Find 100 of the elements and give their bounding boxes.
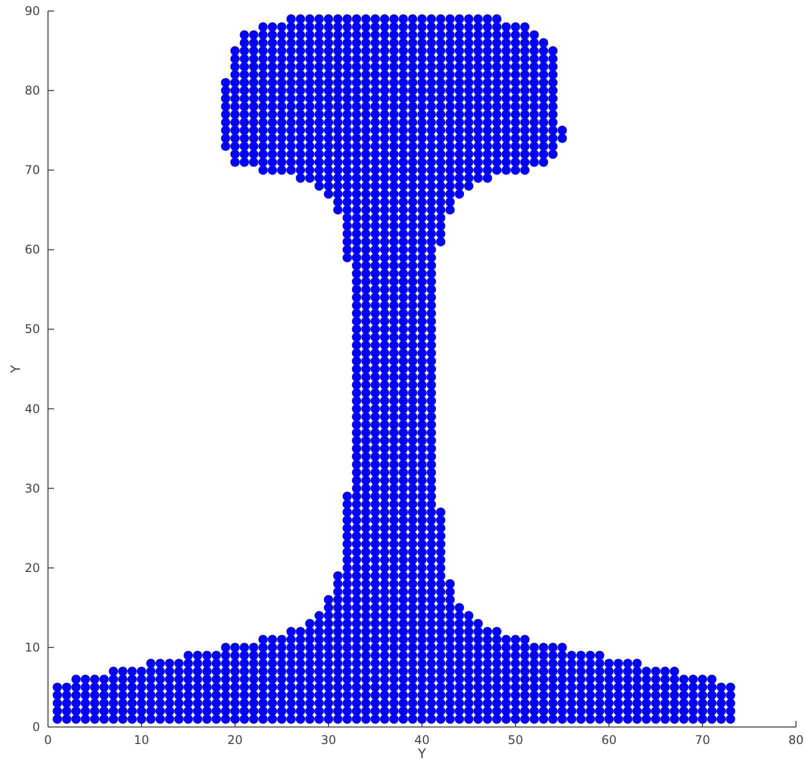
point [445, 666, 455, 676]
point [604, 714, 614, 724]
point [436, 229, 446, 238]
point [482, 674, 492, 684]
point [436, 706, 446, 716]
point [436, 22, 446, 32]
point [530, 78, 539, 88]
point [482, 698, 492, 708]
point [333, 78, 342, 88]
point [716, 682, 726, 692]
point [108, 682, 118, 692]
point [305, 126, 314, 135]
point [333, 610, 342, 620]
point [314, 666, 324, 676]
point [296, 22, 306, 32]
point [502, 158, 511, 167]
point [604, 666, 614, 676]
point [464, 181, 474, 191]
point [492, 62, 502, 72]
point [342, 563, 352, 573]
point [342, 205, 352, 215]
point [473, 142, 483, 151]
point [286, 22, 296, 32]
point [454, 110, 464, 120]
point [445, 610, 455, 620]
point [90, 674, 100, 684]
point [482, 14, 492, 24]
point [464, 658, 474, 668]
point [342, 142, 352, 151]
point [558, 642, 567, 652]
point [314, 126, 324, 135]
point [174, 674, 184, 684]
point [566, 706, 576, 716]
y-tick-label: 20 [24, 560, 40, 575]
point [520, 30, 530, 40]
point [510, 698, 520, 708]
point [520, 86, 530, 96]
point [436, 221, 446, 230]
point [324, 189, 334, 199]
point [688, 698, 698, 708]
point [342, 165, 352, 175]
point [146, 690, 156, 700]
point [642, 682, 652, 692]
point [473, 682, 483, 692]
point [296, 165, 306, 175]
point [688, 690, 698, 700]
point [333, 173, 342, 183]
point [454, 634, 464, 644]
point [454, 603, 464, 612]
point [726, 714, 736, 724]
point [482, 46, 492, 56]
point [314, 618, 324, 628]
point [249, 714, 258, 724]
point [464, 78, 474, 88]
point [445, 14, 455, 24]
point [230, 658, 240, 668]
point [530, 142, 539, 151]
point [99, 674, 109, 684]
point [286, 682, 296, 692]
point [342, 252, 352, 262]
point [510, 658, 520, 668]
point [296, 650, 306, 660]
point [277, 102, 286, 112]
point [454, 618, 464, 628]
point [80, 674, 90, 684]
point [445, 181, 455, 191]
point [324, 706, 334, 716]
point [305, 650, 314, 660]
point [324, 714, 334, 724]
point [445, 158, 455, 167]
point [679, 714, 688, 724]
point [305, 698, 314, 708]
point [277, 674, 286, 684]
point [492, 86, 502, 96]
point [305, 165, 314, 175]
point [436, 650, 446, 660]
point [614, 698, 623, 708]
point [623, 714, 632, 724]
point [576, 690, 586, 700]
point [530, 706, 539, 716]
point [510, 118, 520, 128]
point [502, 650, 511, 660]
point [454, 126, 464, 135]
point [642, 714, 652, 724]
x-tick-label: 20 [227, 733, 243, 747]
point [530, 674, 539, 684]
point [436, 579, 446, 588]
point [454, 189, 464, 199]
point [146, 658, 156, 668]
point [296, 62, 306, 72]
point [436, 110, 446, 120]
point [164, 706, 174, 716]
point [286, 158, 296, 167]
point [530, 158, 539, 167]
point [258, 30, 268, 40]
point [445, 46, 455, 56]
point [296, 626, 306, 636]
point [174, 658, 184, 668]
point [156, 706, 165, 716]
point [296, 150, 306, 159]
